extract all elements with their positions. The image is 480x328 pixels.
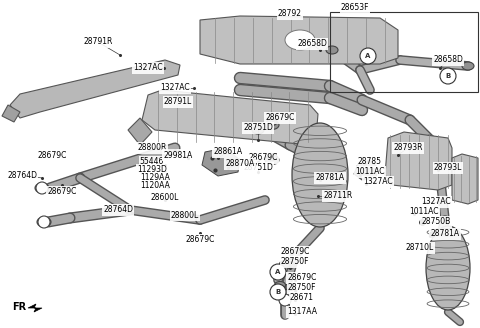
Ellipse shape — [275, 281, 286, 289]
Text: 28750B: 28750B — [421, 217, 451, 227]
Ellipse shape — [326, 46, 338, 54]
Text: 28658D: 28658D — [297, 39, 327, 49]
Polygon shape — [385, 132, 452, 190]
Text: 28679C: 28679C — [185, 236, 215, 244]
Ellipse shape — [267, 118, 277, 126]
Text: 28679C: 28679C — [280, 248, 310, 256]
Text: 28793R: 28793R — [393, 144, 423, 153]
Text: 28658D: 28658D — [433, 55, 463, 65]
Text: B: B — [276, 289, 281, 295]
Text: 28679C: 28679C — [265, 113, 295, 122]
Ellipse shape — [265, 155, 279, 165]
Ellipse shape — [285, 261, 295, 269]
Text: 28792: 28792 — [278, 10, 302, 18]
Text: 28861A: 28861A — [214, 148, 242, 156]
Text: 28793L: 28793L — [434, 163, 462, 173]
Text: 28751D: 28751D — [243, 124, 273, 133]
Ellipse shape — [267, 154, 277, 160]
Circle shape — [270, 264, 286, 280]
Text: 28800R: 28800R — [137, 144, 167, 153]
Ellipse shape — [279, 260, 290, 268]
Text: 28791R: 28791R — [84, 37, 113, 47]
Circle shape — [440, 68, 456, 84]
Text: A: A — [276, 269, 281, 275]
Text: 29981A: 29981A — [163, 151, 192, 159]
Polygon shape — [354, 160, 378, 180]
Text: 28781A: 28781A — [315, 174, 345, 182]
Text: 28653F: 28653F — [341, 4, 369, 12]
Text: 1011AC: 1011AC — [355, 168, 385, 176]
Polygon shape — [2, 105, 20, 122]
Text: 1327AC: 1327AC — [160, 84, 190, 92]
Ellipse shape — [285, 30, 315, 50]
Circle shape — [279, 294, 291, 306]
Text: 28781A: 28781A — [431, 230, 459, 238]
Text: 28679C: 28679C — [37, 152, 67, 160]
Text: 28800L: 28800L — [171, 211, 199, 219]
Text: 28751D: 28751D — [243, 163, 273, 173]
Ellipse shape — [37, 217, 51, 227]
Text: 28679C: 28679C — [288, 274, 317, 282]
Ellipse shape — [462, 62, 474, 70]
Text: 28870A: 28870A — [226, 159, 254, 169]
Ellipse shape — [426, 226, 470, 310]
Text: 28764D: 28764D — [7, 171, 37, 179]
Bar — [330, 12, 478, 92]
Text: 28785: 28785 — [358, 157, 382, 167]
Circle shape — [360, 48, 376, 64]
Text: 1327AC: 1327AC — [421, 197, 451, 207]
Polygon shape — [200, 16, 398, 64]
Circle shape — [38, 216, 50, 228]
Text: 28791L: 28791L — [164, 97, 192, 107]
Text: 55446: 55446 — [140, 157, 164, 167]
Text: 28671: 28671 — [290, 294, 314, 302]
Ellipse shape — [35, 183, 49, 193]
Text: 1120AA: 1120AA — [140, 181, 170, 191]
Circle shape — [36, 182, 48, 194]
Ellipse shape — [265, 120, 279, 130]
Polygon shape — [28, 304, 42, 312]
Text: 28750F: 28750F — [281, 257, 309, 266]
Text: 28764D: 28764D — [103, 206, 133, 215]
Ellipse shape — [292, 123, 348, 227]
Polygon shape — [142, 90, 318, 144]
Polygon shape — [452, 154, 478, 204]
Text: 28679C: 28679C — [248, 154, 278, 162]
Text: 28750F: 28750F — [288, 283, 316, 293]
Text: A: A — [365, 53, 371, 59]
Text: 28679C: 28679C — [48, 188, 77, 196]
Text: 1317AA: 1317AA — [287, 308, 317, 317]
Text: 1129AA: 1129AA — [140, 174, 170, 182]
Ellipse shape — [285, 283, 295, 291]
Text: FR: FR — [12, 302, 26, 312]
Polygon shape — [10, 60, 180, 118]
Text: 11293D: 11293D — [137, 166, 167, 174]
Text: B: B — [445, 73, 451, 79]
Text: 1011AC: 1011AC — [409, 208, 439, 216]
Text: 1327AC: 1327AC — [363, 177, 393, 187]
Polygon shape — [128, 118, 152, 145]
Text: 28711R: 28711R — [324, 192, 353, 200]
Polygon shape — [202, 148, 240, 176]
Text: 1327AC: 1327AC — [133, 64, 163, 72]
Circle shape — [270, 284, 286, 300]
Text: 28710L: 28710L — [406, 243, 434, 253]
Ellipse shape — [252, 126, 264, 134]
Text: 28600L: 28600L — [151, 193, 179, 201]
